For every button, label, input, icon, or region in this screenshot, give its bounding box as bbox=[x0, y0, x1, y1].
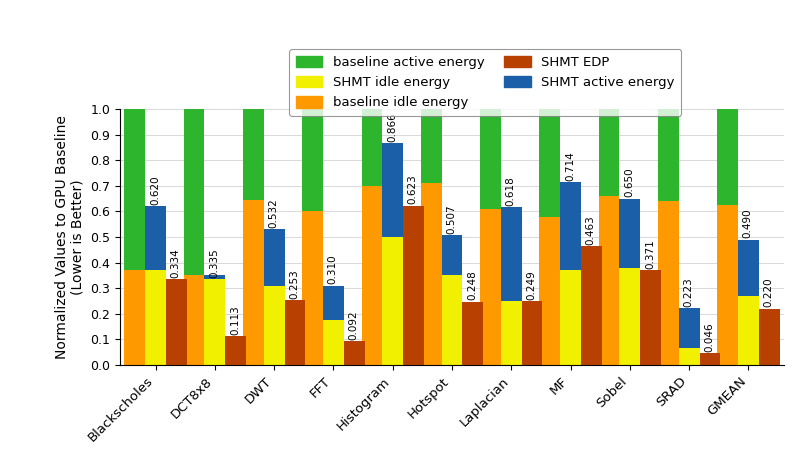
Bar bbox=[539, 109, 560, 217]
Bar bbox=[125, 270, 145, 365]
Bar bbox=[699, 353, 720, 365]
Bar bbox=[243, 109, 264, 200]
Bar bbox=[678, 308, 699, 348]
Bar bbox=[658, 201, 678, 365]
Bar bbox=[323, 320, 344, 365]
Bar bbox=[205, 275, 226, 279]
Text: 0.650: 0.650 bbox=[624, 168, 634, 197]
Bar bbox=[738, 296, 759, 365]
Text: 0.220: 0.220 bbox=[763, 278, 774, 308]
Text: 0.371: 0.371 bbox=[645, 239, 655, 269]
Text: 0.113: 0.113 bbox=[230, 305, 240, 335]
Bar bbox=[125, 109, 145, 270]
Bar bbox=[344, 341, 365, 365]
Bar bbox=[539, 217, 560, 365]
Bar bbox=[421, 183, 442, 365]
Bar bbox=[560, 182, 581, 270]
Bar bbox=[184, 275, 205, 365]
Bar bbox=[480, 109, 501, 209]
Bar bbox=[640, 270, 661, 365]
Bar bbox=[501, 207, 522, 301]
Text: 0.046: 0.046 bbox=[704, 322, 714, 352]
Text: 0.866: 0.866 bbox=[387, 112, 397, 142]
Bar bbox=[362, 109, 382, 186]
Bar bbox=[205, 275, 226, 365]
Text: 0.223: 0.223 bbox=[683, 277, 694, 307]
Bar bbox=[302, 109, 323, 211]
Bar bbox=[678, 348, 699, 365]
Bar bbox=[560, 270, 581, 365]
Text: 0.092: 0.092 bbox=[349, 310, 358, 340]
Bar bbox=[522, 301, 542, 365]
Bar bbox=[382, 237, 403, 365]
Legend: baseline active energy, SHMT idle energy, baseline idle energy, SHMT EDP, SHMT a: baseline active energy, SHMT idle energy… bbox=[289, 49, 682, 116]
Text: 0.253: 0.253 bbox=[290, 269, 299, 299]
Bar bbox=[323, 286, 344, 320]
Bar bbox=[619, 199, 640, 268]
Bar bbox=[166, 280, 186, 365]
Text: 0.335: 0.335 bbox=[210, 248, 219, 278]
Bar bbox=[598, 109, 619, 196]
Text: 0.490: 0.490 bbox=[743, 209, 753, 238]
Bar bbox=[302, 211, 323, 365]
Bar bbox=[658, 109, 678, 201]
Bar bbox=[403, 206, 424, 365]
Bar bbox=[145, 206, 166, 270]
Bar bbox=[738, 239, 759, 296]
Text: 0.623: 0.623 bbox=[408, 174, 418, 204]
Bar bbox=[184, 109, 205, 275]
Bar bbox=[264, 286, 285, 365]
Bar bbox=[462, 301, 483, 365]
Bar bbox=[442, 235, 462, 275]
Bar bbox=[264, 229, 285, 286]
Text: 0.249: 0.249 bbox=[526, 270, 537, 300]
Text: 0.463: 0.463 bbox=[586, 216, 596, 245]
Y-axis label: Normalized Values to GPU Baseline
(Lower is Better): Normalized Values to GPU Baseline (Lower… bbox=[54, 115, 85, 359]
Bar bbox=[718, 109, 738, 205]
Bar bbox=[285, 300, 306, 365]
Bar bbox=[442, 275, 462, 365]
Bar bbox=[243, 200, 264, 365]
Text: 0.714: 0.714 bbox=[565, 151, 575, 181]
Bar bbox=[759, 309, 779, 365]
Text: 0.618: 0.618 bbox=[506, 176, 516, 206]
Bar bbox=[619, 268, 640, 365]
Text: 0.334: 0.334 bbox=[170, 248, 181, 278]
Text: 0.310: 0.310 bbox=[328, 255, 338, 284]
Text: 0.507: 0.507 bbox=[446, 204, 457, 234]
Text: 0.248: 0.248 bbox=[467, 271, 477, 300]
Text: 0.532: 0.532 bbox=[269, 198, 278, 228]
Bar bbox=[480, 209, 501, 365]
Bar bbox=[501, 301, 522, 365]
Bar bbox=[362, 186, 382, 365]
Bar bbox=[226, 336, 246, 365]
Bar bbox=[598, 196, 619, 365]
Text: 0.620: 0.620 bbox=[150, 175, 160, 205]
Bar bbox=[145, 270, 166, 365]
Bar bbox=[421, 109, 442, 183]
Bar bbox=[581, 246, 602, 365]
Bar bbox=[718, 205, 738, 365]
Bar bbox=[382, 143, 403, 237]
